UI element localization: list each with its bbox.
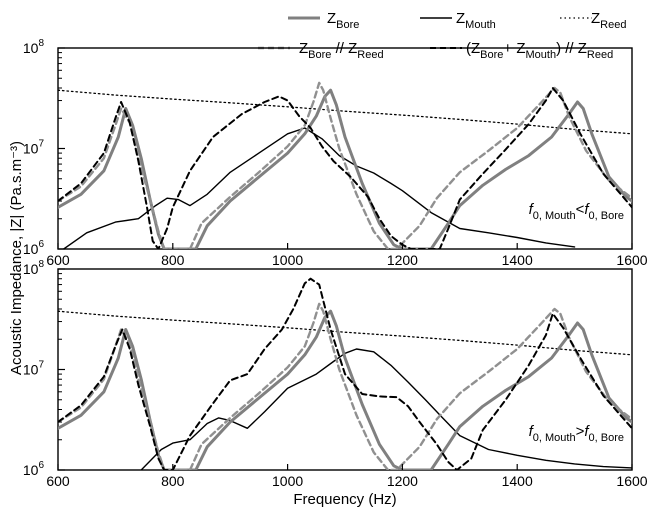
x-tick-label: 1000 — [272, 252, 303, 268]
legend: ZBore ZMouth ZReed ZBore // ZReed (ZBore+ ZM… — [258, 10, 626, 61]
series-line-bm_reed — [58, 277, 632, 470]
annotation: f0, Mouth>f0, Bore — [529, 423, 624, 444]
series-line-mouth — [140, 348, 632, 470]
series-line-bore_reed — [58, 302, 632, 470]
x-tick-label: 1600 — [616, 252, 647, 268]
legend-label: ZMouth — [456, 10, 496, 31]
y-tick-label: 106 — [23, 239, 45, 257]
legend-label: ZBore — [327, 10, 359, 31]
panel-bottom: 600 800 1000 1200 1400 1600 106 107 108 f0, Mou… — [23, 259, 648, 489]
x-tick-label: 1600 — [616, 473, 647, 489]
series-line-reed — [58, 310, 632, 356]
legend-item-mouth: ZMouth — [420, 10, 496, 31]
y-tick-label: 107 — [23, 360, 45, 378]
legend-label: ZReed — [591, 10, 626, 31]
series-line-reed — [58, 89, 632, 135]
x-axis-label: Frequency (Hz) — [293, 491, 396, 508]
y-tick-label: 107 — [23, 139, 45, 157]
legend-item-bore: ZBore — [288, 10, 359, 31]
x-tick-label: 600 — [46, 252, 70, 268]
legend-label: (ZBore+ ZMouth) // ZReed — [466, 40, 613, 61]
series-line-bore — [58, 309, 632, 470]
x-tick-label: 1000 — [272, 473, 303, 489]
y-tick-label: 108 — [23, 259, 45, 277]
x-tick-label: 800 — [161, 252, 185, 268]
y-axis-label: Acoustic Impedance, |Z| (Pa.s.m⁻³) — [8, 141, 25, 375]
x-tick-label: 600 — [46, 473, 70, 489]
panel-top: 600 800 1000 1200 1400 1600 106 107 108 f0, Mou… — [23, 38, 648, 268]
legend-item-bore_reed: ZBore // ZReed — [258, 40, 384, 61]
x-tick-label: 1200 — [387, 252, 418, 268]
series-line-bm_reed — [58, 87, 632, 249]
legend-label: ZBore // ZReed — [299, 40, 384, 61]
legend-item-bm_reed: (ZBore+ ZMouth) // ZReed — [430, 40, 613, 61]
x-tick-label: 800 — [161, 473, 185, 489]
x-tick-label: 1200 — [387, 473, 418, 489]
y-tick-label: 108 — [23, 38, 45, 56]
series-line-bore — [58, 88, 632, 249]
x-tick-label: 1400 — [502, 473, 533, 489]
legend-item-reed: ZReed — [560, 10, 626, 31]
y-tick-label: 106 — [23, 460, 45, 478]
series-line-mouth — [63, 127, 576, 249]
annotation: f0, Mouth<f0, Bore — [529, 201, 624, 222]
x-tick-label: 1400 — [502, 252, 533, 268]
